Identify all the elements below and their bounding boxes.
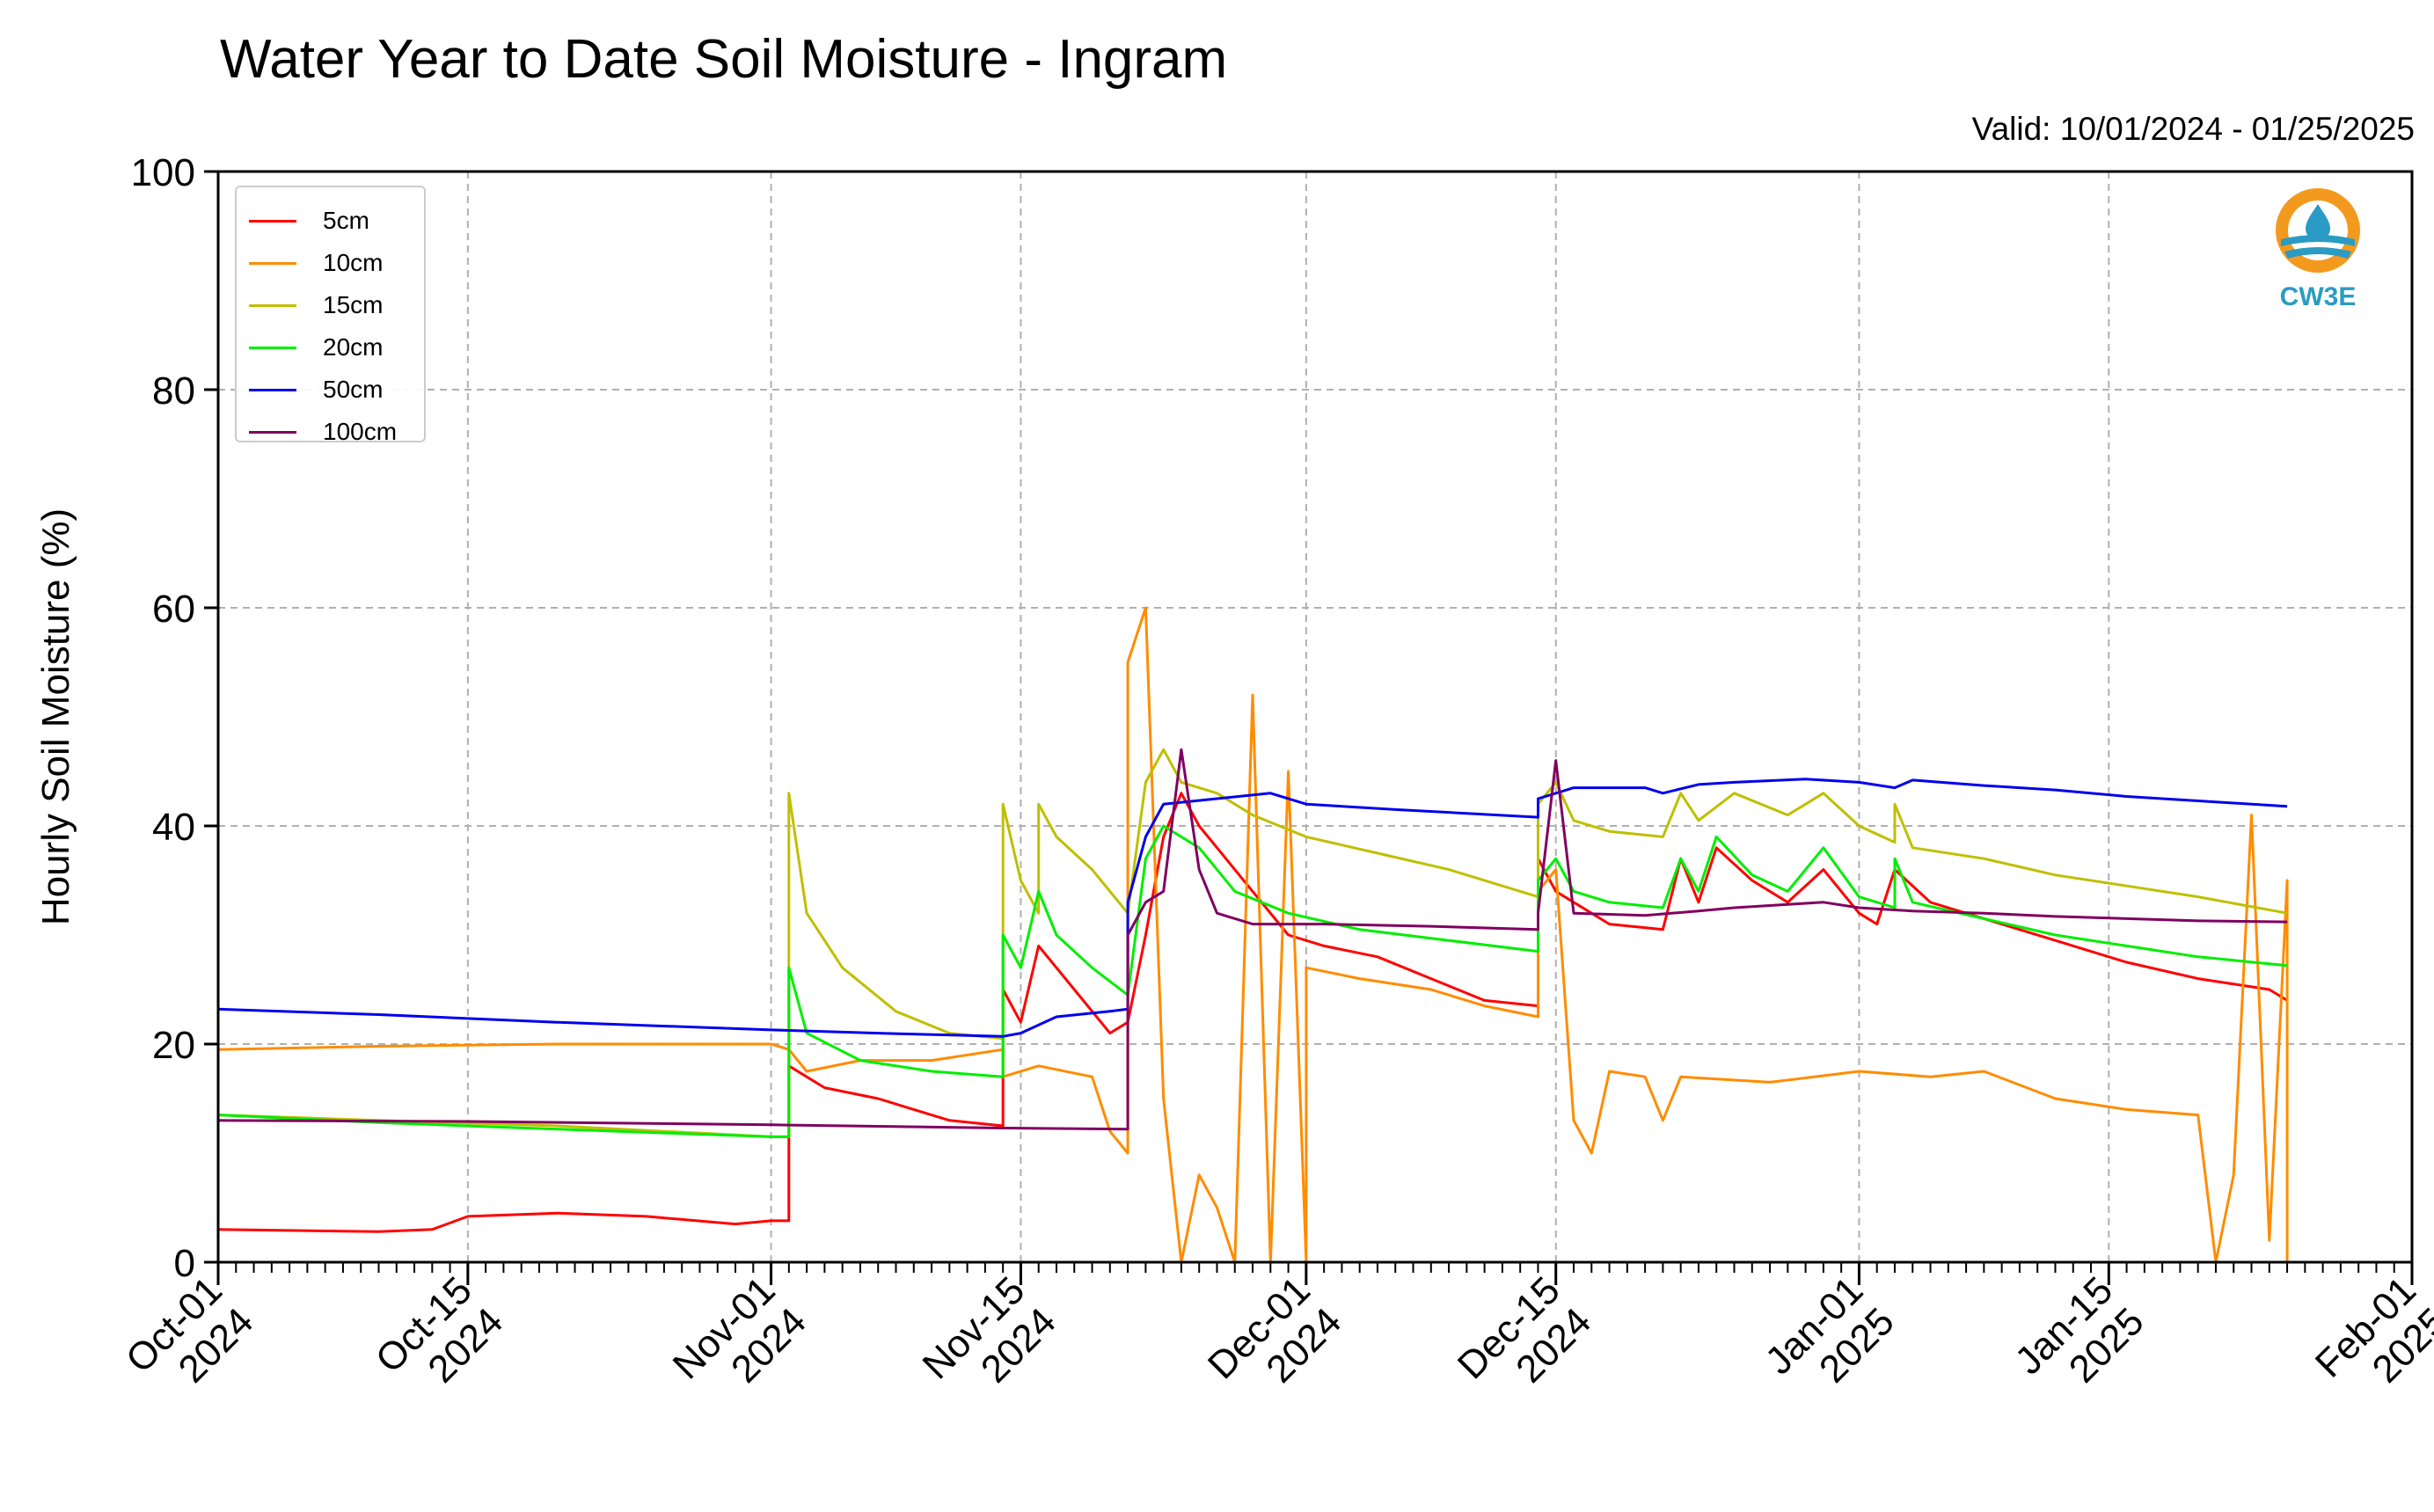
chart-title: Water Year to Date Soil Moisture - Ingra… <box>220 29 1228 90</box>
legend-item-15cm: 15cm <box>249 284 424 326</box>
legend-swatch <box>249 261 296 265</box>
logo-text: CW3E <box>2279 282 2357 311</box>
water-drop-logo-icon <box>2276 188 2360 273</box>
legend-swatch <box>249 346 296 349</box>
legend-swatch <box>249 430 296 434</box>
legend-label: 100cm <box>323 418 398 445</box>
legend-label: 15cm <box>323 291 384 318</box>
legend-item-5cm: 5cm <box>249 200 424 242</box>
legend-swatch <box>249 219 296 223</box>
series-line-20cm <box>217 824 2288 1138</box>
legend-label: 5cm <box>323 207 369 234</box>
y-tick-label: 40 <box>152 806 195 849</box>
legend: 5cm 10cm 15cm 20cm 50cm 100cm <box>235 186 426 445</box>
series-line-5cm <box>217 792 2288 1233</box>
cw3e-logo: CW3E <box>2261 185 2375 312</box>
legend-item-20cm: 20cm <box>249 326 424 369</box>
series-line-15cm <box>217 748 2288 1138</box>
legend-label: 10cm <box>323 249 384 276</box>
y-tick-label: 20 <box>152 1024 195 1067</box>
y-tick-label: 0 <box>174 1242 195 1285</box>
series-layer <box>217 606 2289 1264</box>
y-tick-label: 60 <box>152 588 195 631</box>
legend-item-50cm: 50cm <box>249 369 424 411</box>
legend-swatch <box>249 303 296 307</box>
y-axis-label: Hourly Soil Moisture (%) <box>34 508 77 925</box>
legend-label: 20cm <box>323 333 384 361</box>
legend-item-10cm: 10cm <box>249 242 424 284</box>
legend-item-100cm: 100cm <box>249 411 424 453</box>
series-line-100cm <box>217 748 2288 1131</box>
legend-label: 50cm <box>323 376 384 403</box>
series-line-50cm <box>217 778 2288 1038</box>
valid-date-range: Valid: 10/01/2024 - 01/25/2025 <box>1971 111 2415 147</box>
y-tick-label: 80 <box>152 369 195 413</box>
y-tick-label: 100 <box>131 151 195 194</box>
legend-swatch <box>249 388 296 391</box>
series-line-10cm <box>217 606 2289 1264</box>
grid-lines <box>218 172 2412 1262</box>
plot-frame <box>216 170 2414 1264</box>
